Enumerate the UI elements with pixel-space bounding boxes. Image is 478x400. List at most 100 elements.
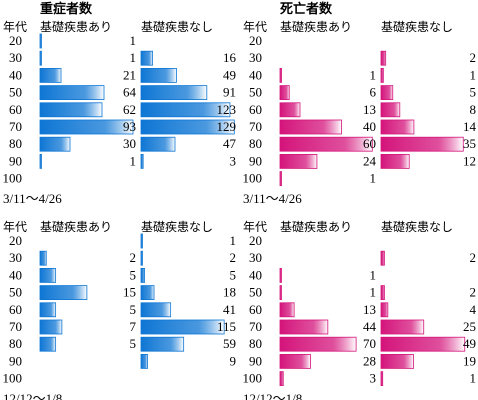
age-tick-label: 100: [243, 371, 263, 386]
data-label-with: 21: [123, 67, 136, 82]
bar-without-40: [380, 68, 384, 83]
bar-with-90: [279, 153, 318, 169]
header-age: 年代: [243, 20, 267, 34]
data-label-with: 28: [363, 353, 376, 368]
age-tick-label: 40: [9, 67, 22, 82]
data-label-without: 35: [463, 136, 476, 151]
age-tick-label: 60: [249, 302, 262, 317]
bar-without-30: [380, 50, 387, 66]
bar-with-20: [39, 33, 42, 49]
bar-with-80: [39, 336, 57, 352]
header-with: 基礎疾患あり: [40, 19, 112, 34]
data-label-without: 3: [230, 153, 237, 168]
bar-with-60: [279, 302, 295, 318]
age-tick-label: 100: [3, 171, 23, 186]
data-label-without: 19: [463, 353, 476, 368]
data-label-with: 3: [370, 371, 377, 386]
bar-with-70: [279, 319, 329, 335]
age-tick-label: 40: [249, 267, 262, 282]
bar-without-70: [380, 319, 425, 335]
bar-without-30: [140, 250, 143, 266]
bar-without-50: [140, 85, 208, 100]
bar-without-90: [380, 153, 410, 169]
age-tick-label: 70: [9, 119, 22, 134]
data-label-with: 40: [363, 119, 376, 134]
data-label-without: 91: [223, 85, 236, 100]
data-label-with: 1: [370, 267, 377, 282]
chart-title: 重症者数: [40, 1, 93, 16]
age-tick-label: 70: [249, 319, 262, 334]
header-with: 基礎疾患あり: [280, 219, 352, 234]
age-tick-label: 30: [9, 50, 22, 65]
data-label-without: 59: [223, 336, 236, 351]
bar-with-50: [279, 85, 290, 100]
data-label-with: 5: [130, 302, 137, 317]
age-tick-label: 80: [9, 136, 22, 151]
header-age: 年代: [243, 220, 267, 234]
header-without: 基礎疾患なし: [381, 219, 453, 234]
data-label-without: 41: [223, 302, 236, 317]
bar-with-40: [279, 68, 282, 83]
chart-panel-3: 年代 基礎疾患あり 基礎疾患なし 20 1 30 2 2 40 5 5 50 15 18 60 5 41 70 7 1…: [3, 219, 237, 400]
age-tick-label: 100: [3, 371, 23, 386]
age-tick-label: 40: [9, 267, 22, 282]
chart-title: 死亡者数: [280, 1, 333, 16]
data-label-without: 1: [470, 371, 477, 386]
age-tick-label: 50: [9, 285, 22, 300]
bar-without-30: [140, 50, 153, 66]
age-tick-label: 90: [249, 353, 262, 368]
data-label-with: 2: [130, 250, 137, 265]
data-label-without: 1: [470, 67, 477, 82]
data-label-with: 7: [130, 319, 137, 334]
data-label-without: 5: [230, 267, 237, 282]
data-label-with: 62: [123, 102, 136, 117]
bar-with-70: [39, 119, 134, 135]
bar-without-50: [380, 285, 385, 301]
data-label-with: 6: [370, 85, 377, 100]
bar-with-60: [39, 302, 57, 318]
bar-with-90: [279, 353, 311, 369]
bar-with-80: [39, 136, 71, 152]
period-label: 3/11〜4/26: [3, 191, 62, 206]
bar-without-90: [380, 353, 414, 369]
bar-without-80: [140, 136, 176, 152]
header-with: 基礎疾患あり: [40, 219, 112, 234]
age-tick-label: 70: [9, 319, 22, 334]
bar-without-80: [380, 336, 466, 352]
data-label-without: 8: [470, 102, 477, 117]
data-label-without: 9: [230, 353, 237, 368]
bar-without-20: [140, 233, 143, 249]
age-tick-label: 40: [249, 67, 262, 82]
age-tick-label: 60: [249, 102, 262, 117]
data-label-with: 1: [370, 171, 377, 186]
bar-with-90: [39, 153, 42, 169]
data-label-with: 60: [363, 136, 376, 151]
bar-with-40: [39, 68, 62, 83]
header-without: 基礎疾患なし: [141, 219, 213, 234]
age-tick-label: 20: [249, 233, 262, 248]
header-age: 年代: [3, 20, 27, 34]
data-label-with: 1: [130, 153, 137, 168]
age-tick-label: 20: [249, 33, 262, 48]
data-label-without: 123: [217, 102, 237, 117]
bar-without-70: [380, 119, 415, 135]
bar-without-70: [140, 119, 235, 135]
data-label-without: 115: [217, 319, 236, 334]
age-tick-label: 60: [9, 302, 22, 317]
period-label: 12/12〜1/8: [3, 391, 62, 400]
data-label-without: 14: [463, 119, 477, 134]
bar-without-100: [380, 371, 384, 387]
data-label-without: 1: [230, 233, 237, 248]
bar-with-100: [279, 371, 284, 387]
header-age: 年代: [3, 220, 27, 234]
data-label-with: 1: [370, 285, 377, 300]
data-label-with: 1: [130, 50, 137, 65]
bar-without-50: [380, 85, 394, 100]
bar-with-30: [39, 250, 47, 266]
age-tick-label: 20: [9, 233, 22, 248]
data-label-with: 93: [123, 119, 136, 134]
data-label-with: 1: [130, 33, 137, 48]
